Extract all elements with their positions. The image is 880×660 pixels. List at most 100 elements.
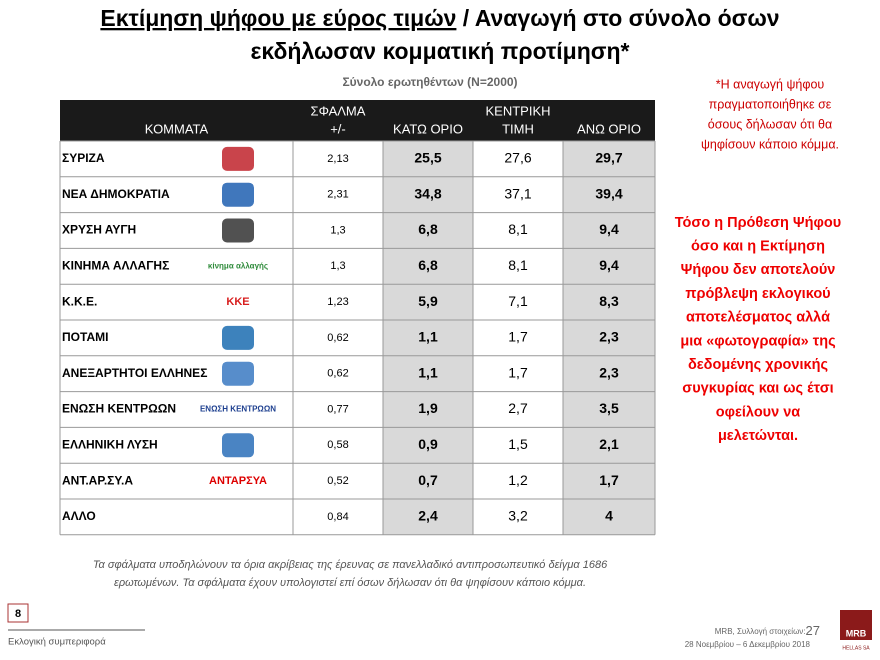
party-name: Κ.Κ.Ε. [62, 294, 97, 308]
cell-value: 1,1 [418, 329, 438, 345]
disclaimer: μια «φωτογραφία» της [680, 333, 835, 349]
party-name: ΚΙΝΗΜΑ ΑΛΛΑΓΗΣ [62, 258, 169, 272]
cell-value: 0,62 [327, 332, 348, 344]
cell-value: 8,1 [508, 257, 528, 273]
title-rest: / Αναγωγή στο σύνολο όσων [456, 5, 779, 31]
column-header: ΚΕΝΤΡΙΚΗ [485, 103, 550, 118]
source-page: 27 [806, 623, 820, 638]
party-logo [212, 290, 264, 315]
cell-value: 0,77 [327, 403, 348, 415]
party-name: ΑΝΤ.ΑΡ.ΣΥ.Α [62, 473, 133, 487]
cell-value: 2,31 [327, 189, 348, 201]
cell-value: 2,3 [599, 364, 619, 380]
cell-value: 27,6 [504, 150, 531, 166]
party-name: ΧΡΥΣΗ ΑΥΓΗ [62, 223, 136, 237]
party-logo-text: ΕΝΩΣΗ ΚΕΝΤΡΩΩΝ [200, 405, 276, 414]
cell-value: 5,9 [418, 293, 438, 309]
party-logo [222, 218, 254, 243]
cell-value: 8,3 [599, 293, 619, 309]
cell-value: 3,5 [599, 400, 619, 416]
party-logo [212, 469, 264, 494]
column-header: ΣΦΑΛΜΑ [311, 103, 366, 118]
section: Εκλογική συμπεριφορά [8, 637, 106, 648]
disclaimer: πρόβλεψη εκλογικού [685, 286, 830, 302]
party-logo [212, 397, 264, 422]
disclaimer: Τόσο η Πρόθεση Ψήφου [675, 215, 841, 231]
cell-value: 3,2 [508, 508, 528, 524]
column-header: ΑΝΩ ΟΡΙΟ [577, 121, 641, 136]
cell-value: 9,4 [599, 221, 619, 237]
side-note: ψηφίσουν κάποιο κόμμα. [701, 137, 839, 151]
party-name: ΕΛΛΗΝΙΚΗ ΛΥΣΗ [62, 437, 158, 451]
party-name: ΕΝΩΣΗ ΚΕΝΤΡΩΩΝ [62, 402, 176, 416]
party-name: ΣΥΡΙΖΑ [62, 151, 105, 165]
page-number-box [7, 603, 29, 623]
party-logo [212, 254, 264, 279]
cell-value: 0,9 [418, 436, 438, 452]
party-logo [222, 325, 254, 350]
disclaimer: όσο και η Εκτίμηση [691, 239, 825, 255]
footnote: ερωτωμένων. Τα σφάλματα έχουν υπολογιστε… [114, 577, 586, 589]
cell-value: 1,7 [508, 364, 528, 380]
column-header: ΚΑΤΩ ΟΡΙΟ [393, 121, 463, 136]
side-note: πραγματοποιήθηκε σε [709, 97, 832, 111]
title: Εκτίμηση ψήφου με εύρος τιμών / Αναγωγή … [100, 5, 779, 31]
logo-sub: HELLAS SA [842, 645, 870, 651]
party-logo-text: κίνημα αλλαγής [208, 261, 268, 270]
cell-value: 0,58 [327, 439, 348, 451]
cell-value: 34,8 [414, 185, 441, 201]
party-name: ΝΕΑ ΔΗΜΟΚΡΑΤΙΑ [62, 187, 170, 201]
cell-value: 37,1 [504, 185, 531, 201]
logo: MRB [846, 628, 867, 638]
cell-value: 6,8 [418, 257, 438, 273]
cell-value: 1,5 [508, 436, 528, 452]
cell-value: 2,1 [599, 436, 619, 452]
cell-value: 0,52 [327, 475, 348, 487]
dates: 28 Νοεμβρίου – 6 Δεκεμβρίου 2018 [685, 640, 811, 649]
column-header: ΤΙΜΗ [502, 121, 534, 136]
column-header: ΚΟΜΜΑΤΑ [145, 121, 209, 136]
source: MRB, Συλλογή στοιχείων:27 [715, 623, 820, 638]
cell-value: 2,7 [508, 400, 528, 416]
cell-value: 1,2 [508, 472, 528, 488]
footnote: Τα σφάλματα υποδηλώνουν τα όρια ακρίβεια… [93, 559, 608, 571]
disclaimer: δεδομένης χρονικής [688, 357, 828, 373]
subtitle: Σύνολο ερωτηθέντων (N=2000) [342, 75, 517, 89]
disclaimer: αποτελέσματος αλλά [686, 310, 830, 326]
title-line2: εκδήλωσαν κομματική προτίμηση* [250, 38, 629, 64]
party-logo [222, 433, 254, 458]
party-name: ΠΟΤΑΜΙ [62, 330, 108, 344]
column-header: +/- [330, 121, 346, 136]
disclaimer: συγκυρίας και ως έτσι [682, 381, 833, 397]
cell-value: 6,8 [418, 221, 438, 237]
cell-value: 1,1 [418, 364, 438, 380]
shaded-column [383, 141, 473, 535]
cell-value: 4 [605, 508, 613, 524]
cell-value: 2,4 [418, 508, 438, 524]
cell-value: 39,4 [595, 185, 622, 201]
cell-value: 9,4 [599, 257, 619, 273]
disclaimer: οφείλουν να [716, 404, 800, 420]
cell-value: 7,1 [508, 293, 528, 309]
cell-value: 2,3 [599, 329, 619, 345]
shaded-column [563, 141, 655, 535]
party-logo-text: ΑΝΤΑΡΣΥΑ [209, 475, 267, 487]
logo-box [840, 610, 872, 640]
party-name: ΑΛΛΟ [62, 509, 96, 523]
party-logo [222, 146, 254, 171]
side-note: όσους δήλωσαν ότι θα [708, 117, 833, 131]
party-name: ΑΝΕΞΑΡΤΗΤΟΙ ΕΛΛΗΝΕΣ [62, 366, 207, 380]
cell-value: 2,13 [327, 153, 348, 165]
source-text: MRB, Συλλογή στοιχείων: [715, 627, 806, 636]
title-underlined: Εκτίμηση ψήφου με εύρος τιμών [100, 5, 456, 31]
cell-value: 1,3 [330, 260, 345, 272]
table-header [60, 100, 655, 141]
cell-value: 0,84 [327, 511, 348, 523]
cell-value: 1,9 [418, 400, 438, 416]
cell-value: 1,7 [508, 329, 528, 345]
party-logo [222, 361, 254, 386]
cell-value: 1,23 [327, 296, 348, 308]
cell-value: 29,7 [595, 150, 622, 166]
cell-value: 1,7 [599, 472, 619, 488]
